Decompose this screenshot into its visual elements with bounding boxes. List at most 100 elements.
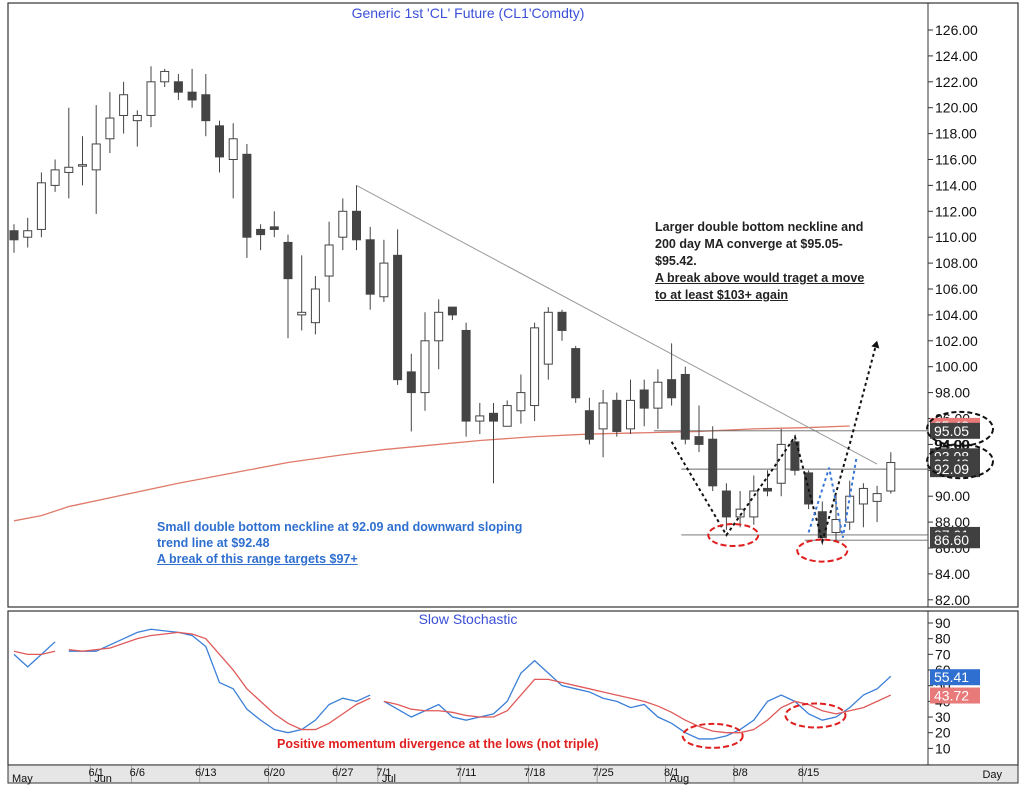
candle-body [804, 472, 814, 505]
candle-body [776, 443, 786, 484]
price-tick-label: 106.00 [935, 281, 978, 297]
neckline-highlight-ellipse [926, 443, 994, 480]
candle-body [612, 399, 622, 432]
price-badge-label: 95.05 [934, 423, 969, 439]
note-line: to at least $103+ again [655, 288, 789, 302]
candle-body [256, 228, 266, 236]
date-tick-label: 6/20 [264, 767, 285, 779]
price-tick-label: 124.00 [935, 48, 978, 64]
candle-body [406, 371, 416, 394]
candle-body [297, 311, 307, 316]
candle-body [845, 495, 855, 523]
candle-body [269, 226, 279, 230]
candle-body [242, 153, 252, 238]
stochastic-tick-label: 20 [935, 725, 951, 741]
price-tick-label: 88.00 [935, 514, 970, 530]
candle-body [667, 379, 677, 399]
note-line: trend line at $92.48 [157, 536, 270, 550]
stochastic-d-line [68, 631, 371, 731]
stochastic-tick-label: 80 [935, 631, 951, 647]
x-axis-band [7, 764, 1019, 784]
candle-body [324, 244, 334, 277]
candle-body [379, 262, 389, 298]
candle-body [858, 487, 868, 505]
price-panel-frame [7, 2, 1019, 608]
stochastic-tick-label: 30 [935, 709, 951, 725]
price-tick-label: 108.00 [935, 255, 978, 271]
candle-body [543, 311, 553, 365]
stochastic-k-line [68, 628, 371, 734]
price-tick-label: 120.00 [935, 100, 978, 116]
price-badge [930, 422, 980, 439]
price-tick-label: 102.00 [935, 333, 978, 349]
stochastic-tick-label: 90 [935, 615, 951, 631]
candle-body [721, 490, 731, 518]
date-tick-label: 7/1 [376, 767, 391, 779]
candle-body [434, 311, 444, 342]
price-tick-label: 82.00 [935, 592, 970, 608]
candle-body [584, 410, 594, 440]
price-badge [930, 532, 980, 549]
date-tick-label: 8/1 [664, 767, 679, 779]
price-tick-label: 110.00 [935, 229, 977, 245]
candle-body [653, 381, 663, 409]
note-line: $95.42. [655, 254, 697, 268]
candle-body [146, 81, 156, 116]
date-tick-label: 8/15 [798, 767, 819, 779]
date-tick-label: 6/1 [89, 767, 104, 779]
candle-body [461, 329, 471, 422]
stochastic-title: Slow Stochastic [419, 611, 518, 627]
price-tick-label: 100.00 [935, 359, 978, 375]
note-line: Larger double bottom neckline and [655, 220, 864, 234]
note-line: 200 day MA converge at $95.05- [655, 237, 843, 251]
price-chart-title: Generic 1st 'CL' Future (CL1'Comdty) [352, 5, 585, 21]
candle-body [160, 70, 170, 83]
price-badge-label: 86.60 [934, 532, 969, 548]
low-highlight-ellipse [707, 523, 760, 548]
candle-body [50, 169, 60, 186]
candle-body [119, 94, 129, 116]
note-line: A break of this range targets $97+ [157, 552, 358, 566]
candle-body [215, 125, 224, 158]
month-label: Jul [382, 773, 396, 785]
note-line: Small double bottom neckline at 92.09 an… [157, 520, 523, 534]
candle-body [639, 389, 649, 409]
candle-body [735, 508, 745, 518]
candle-body [557, 311, 567, 331]
date-tick-label: 6/13 [195, 767, 216, 779]
month-label: May [12, 773, 33, 785]
stochastic-value-badge [930, 687, 980, 704]
candle-body [420, 340, 430, 394]
low-highlight-ellipse [796, 538, 849, 563]
candle-body [283, 241, 293, 280]
price-tick-label: 116.00 [935, 152, 977, 168]
price-tick-label: 126.00 [935, 22, 978, 38]
candle-body [680, 373, 690, 440]
candle-body [132, 114, 142, 122]
candle-body [475, 415, 485, 422]
candle-body [365, 239, 375, 295]
candle-body [749, 490, 759, 518]
candle-body [886, 462, 896, 492]
candle-body [187, 91, 197, 101]
stochastic-k-line [383, 659, 892, 740]
stochastic-value-label: 43.72 [934, 688, 969, 704]
divergence-highlight-ellipse [681, 722, 744, 749]
candle-body [393, 254, 403, 381]
price-tick-label: 118.00 [935, 126, 977, 142]
candle-body [91, 143, 101, 171]
price-badge-label: 92.09 [934, 461, 969, 477]
candle-body [36, 182, 46, 230]
small-double-bottom-path [807, 457, 858, 538]
date-tick-label: 8/8 [732, 767, 747, 779]
neckline-annotation: Larger double bottom neckline and 200 da… [655, 219, 925, 304]
candle-body [489, 412, 498, 422]
stochastic-tick-label: 70 [935, 646, 951, 662]
date-tick-label: 6/27 [332, 767, 353, 779]
date-tick-label: 6/6 [130, 767, 145, 779]
candle-body [516, 392, 526, 412]
double-bottom-projection-path [670, 340, 879, 546]
price-tick-label: 112.00 [935, 203, 977, 219]
candle-body [571, 348, 581, 399]
